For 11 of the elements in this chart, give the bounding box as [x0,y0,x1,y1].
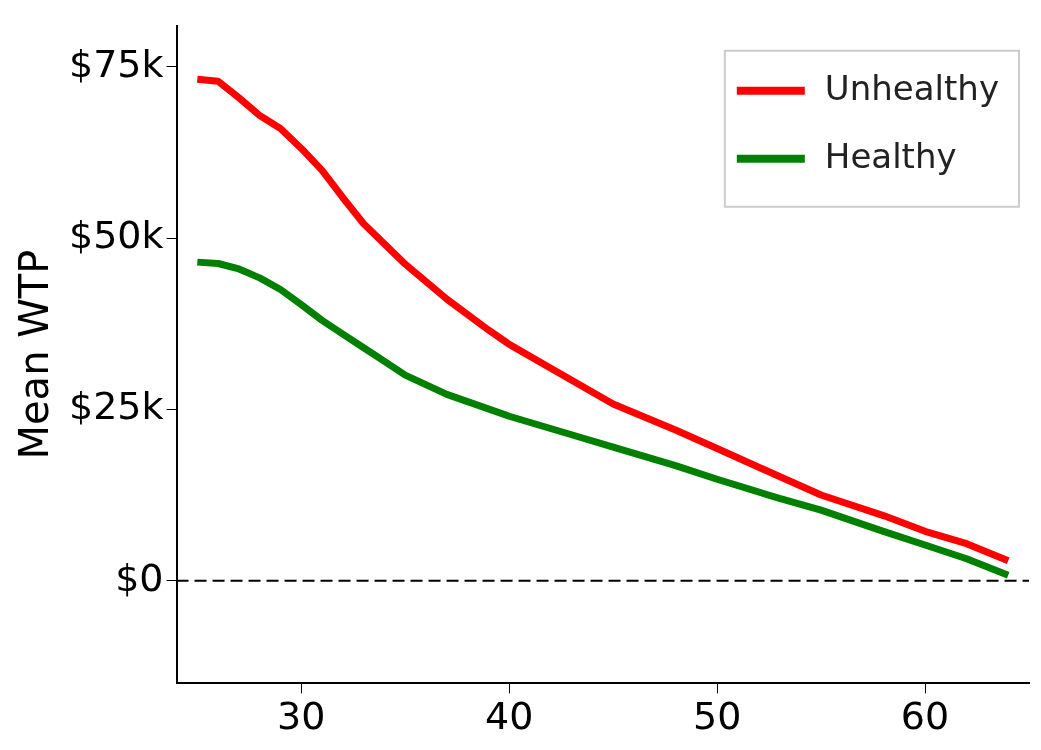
y-axis-title: Mean WTP [11,249,58,460]
x-tick-label: 40 [485,694,534,739]
y-tick-label: $0 [115,555,164,600]
y-tick-label: $50k [68,213,164,258]
y-tick-label: $25k [68,384,164,429]
x-tick-label: 30 [277,694,326,739]
legend-label: Healthy [824,135,957,176]
legend-label: Unhealthy [824,67,999,108]
x-tick-label: 50 [692,694,742,739]
x-tick-label: 60 [900,694,950,739]
y-tick-label: $75k [68,41,164,86]
